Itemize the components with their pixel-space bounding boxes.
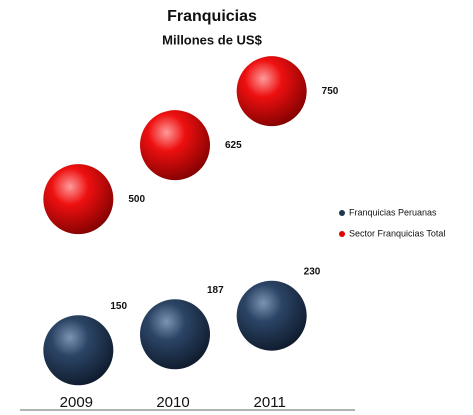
data-label: 625 xyxy=(225,140,242,151)
x-tick-label: 2009 xyxy=(60,394,93,411)
bubble xyxy=(140,110,210,181)
bubble xyxy=(43,315,114,386)
data-label: 750 xyxy=(322,86,339,97)
bubble xyxy=(43,164,114,235)
bubble xyxy=(236,56,307,127)
chart-subtitle: Millones de US$ xyxy=(162,32,262,47)
x-tick-label: 2010 xyxy=(156,394,189,411)
legend-label: Franquicias Peruanas xyxy=(349,207,437,217)
legend-label: Sector Franquicias Total xyxy=(349,228,445,238)
legend-marker xyxy=(339,210,345,216)
x-tick-label: 2011 xyxy=(254,394,286,411)
legend-marker xyxy=(339,231,345,237)
data-label: 150 xyxy=(110,301,127,312)
bubble xyxy=(140,299,210,370)
data-label: 500 xyxy=(128,194,145,205)
bubble xyxy=(236,280,307,351)
chart-title: Franquicias xyxy=(167,8,257,25)
data-label: 187 xyxy=(207,285,224,296)
data-label: 230 xyxy=(304,266,321,277)
